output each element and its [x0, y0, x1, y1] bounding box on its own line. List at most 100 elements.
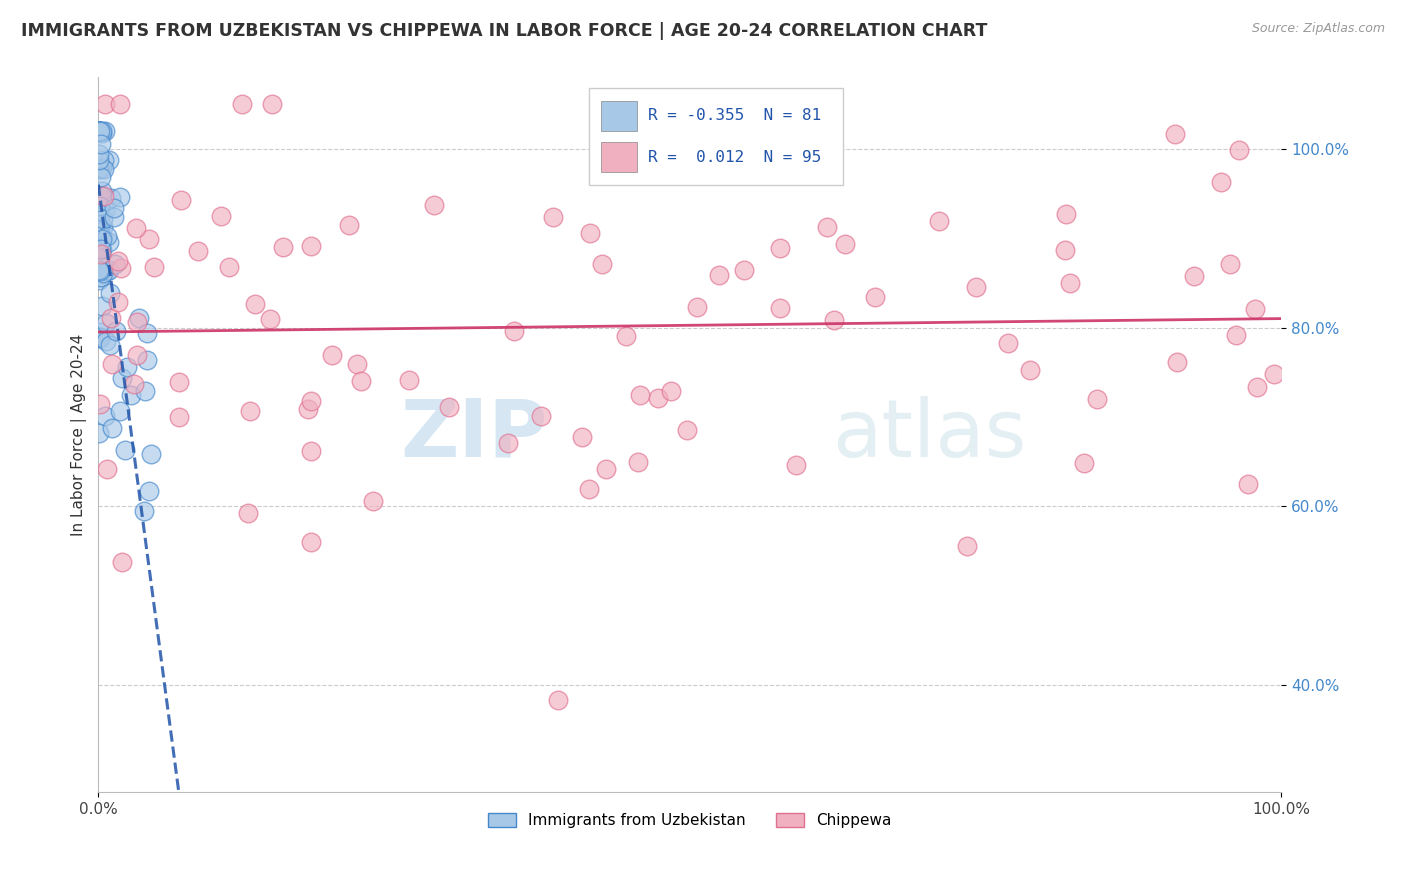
Point: [1244, 301, 1267, 316]
Point: [111, 371, 134, 385]
Point: [1227, 143, 1250, 157]
Point: [167, 409, 190, 424]
Point: [87, 124, 110, 138]
Point: [100, 191, 122, 205]
Point: [135, 326, 157, 340]
Point: [299, 394, 322, 409]
Point: [91, 212, 114, 227]
Point: [239, 404, 262, 418]
Point: [138, 484, 160, 499]
Point: [87, 124, 110, 138]
Point: [1246, 380, 1268, 394]
Point: [299, 239, 322, 253]
Point: [89, 230, 111, 244]
Point: [125, 315, 148, 329]
Point: [579, 226, 602, 240]
Point: [107, 295, 129, 310]
Point: [89, 153, 111, 167]
Point: [89, 330, 111, 344]
Point: [128, 310, 150, 325]
Point: [132, 504, 155, 518]
Point: [271, 240, 294, 254]
Point: [1054, 207, 1077, 221]
Text: Source: ZipAtlas.com: Source: ZipAtlas.com: [1251, 22, 1385, 36]
Point: [87, 222, 110, 236]
Point: [90, 299, 112, 313]
Point: [89, 270, 111, 285]
Point: [87, 146, 110, 161]
Point: [398, 373, 420, 387]
Point: [595, 462, 617, 476]
Point: [350, 375, 373, 389]
Point: [103, 210, 125, 224]
Point: [91, 266, 114, 280]
Point: [423, 197, 446, 211]
Point: [139, 447, 162, 461]
Point: [299, 443, 322, 458]
Point: [167, 375, 190, 389]
Point: [96, 264, 118, 278]
Point: [681, 97, 703, 112]
Text: atlas: atlas: [832, 396, 1026, 474]
Point: [89, 331, 111, 345]
Point: [1054, 244, 1077, 258]
Point: [1182, 269, 1205, 284]
Point: [89, 199, 111, 213]
Point: [1164, 127, 1187, 141]
Point: [502, 324, 524, 338]
Point: [94, 409, 117, 424]
Point: [769, 241, 792, 255]
Legend: Immigrants from Uzbekistan, Chippewa: Immigrants from Uzbekistan, Chippewa: [482, 807, 897, 834]
Point: [90, 161, 112, 175]
Point: [89, 124, 111, 138]
Point: [675, 423, 697, 437]
Point: [231, 97, 253, 112]
Point: [170, 194, 193, 208]
Point: [647, 392, 669, 406]
Point: [589, 111, 612, 125]
Point: [321, 348, 343, 362]
Point: [707, 268, 730, 282]
Point: [1073, 457, 1095, 471]
Point: [97, 263, 120, 277]
Point: [89, 242, 111, 256]
Point: [108, 404, 131, 418]
Point: [297, 401, 319, 416]
Point: [114, 442, 136, 457]
Point: [120, 388, 142, 402]
Point: [110, 260, 132, 275]
Point: [89, 225, 111, 239]
Point: [337, 218, 360, 232]
Point: [104, 324, 127, 338]
Point: [90, 208, 112, 222]
Point: [759, 125, 782, 139]
Point: [571, 430, 593, 444]
Point: [108, 190, 131, 204]
Point: [135, 353, 157, 368]
FancyBboxPatch shape: [600, 143, 637, 172]
Point: [91, 219, 114, 234]
Point: [89, 264, 111, 278]
Point: [111, 556, 134, 570]
Point: [1018, 363, 1040, 377]
Point: [187, 244, 209, 258]
Point: [785, 458, 807, 472]
Point: [686, 300, 709, 314]
Point: [142, 260, 165, 275]
Point: [103, 201, 125, 215]
Point: [91, 124, 114, 138]
Point: [769, 301, 792, 315]
Point: [815, 219, 838, 234]
Point: [1085, 392, 1108, 406]
Point: [1166, 355, 1188, 369]
Point: [965, 280, 987, 294]
Point: [93, 188, 115, 202]
Point: [115, 359, 138, 374]
Point: [91, 230, 114, 244]
Y-axis label: In Labor Force | Age 20-24: In Labor Force | Age 20-24: [72, 334, 87, 536]
Point: [834, 236, 856, 251]
Point: [89, 161, 111, 176]
Point: [134, 384, 156, 398]
Point: [87, 426, 110, 441]
Text: IMMIGRANTS FROM UZBEKISTAN VS CHIPPEWA IN LABOR FORCE | AGE 20-24 CORRELATION CH: IMMIGRANTS FROM UZBEKISTAN VS CHIPPEWA I…: [21, 22, 987, 40]
